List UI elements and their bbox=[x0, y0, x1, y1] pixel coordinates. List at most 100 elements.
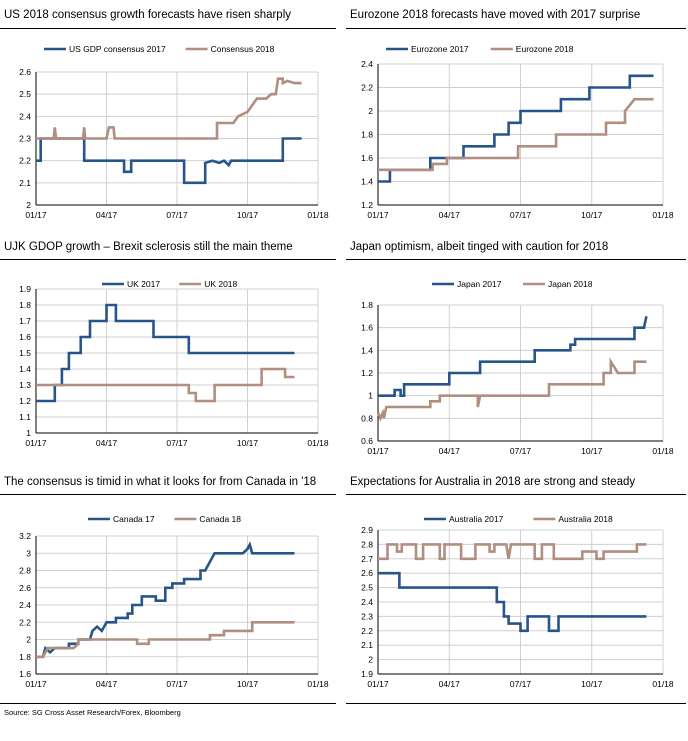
x-tick-label: 10/17 bbox=[237, 679, 259, 689]
x-tick-label: 01/17 bbox=[25, 210, 47, 220]
legend-label: Australia 2018 bbox=[558, 514, 613, 524]
y-tick-label: 0.6 bbox=[361, 436, 373, 446]
series-line bbox=[378, 97, 654, 172]
x-tick-label: 10/17 bbox=[581, 446, 603, 456]
x-tick-label: 07/17 bbox=[166, 210, 188, 220]
x-tick-label: 10/17 bbox=[581, 679, 603, 689]
line-chart: 0.6 0.8 1 1.2 1.4 1.6 1.8 01/17 04/17 07/17 10/17 0… bbox=[361, 279, 674, 456]
chart-title: Eurozone 2018 forecasts have moved with … bbox=[350, 9, 641, 21]
y-tick-label: 1.8 bbox=[19, 300, 31, 310]
chart-title: US 2018 consensus growth forecasts have … bbox=[4, 9, 292, 21]
x-tick-label: 10/17 bbox=[237, 438, 259, 448]
y-tick-label: 1.8 bbox=[361, 130, 373, 140]
bottom-rule-right bbox=[346, 703, 686, 704]
y-tick-label: 2.9 bbox=[361, 525, 373, 535]
series-line bbox=[36, 621, 295, 659]
y-tick-label: 3.2 bbox=[19, 531, 31, 541]
title-rule bbox=[0, 494, 336, 495]
line-chart: 1 1.1 1.2 1.3 1.4 1.5 1.6 1.7 1.8 1.9 01/17 04/17 07… bbox=[19, 279, 329, 448]
line-chart: 1.9 2 2.1 2.2 2.3 2.4 2.5 2.6 2.7 2.8 2.9 01/17 04/1… bbox=[361, 514, 674, 689]
y-tick-label: 2.6 bbox=[361, 568, 373, 578]
y-tick-label: 1.4 bbox=[361, 345, 373, 355]
y-tick-label: 2.7 bbox=[361, 554, 373, 564]
y-tick-label: 2.3 bbox=[361, 611, 373, 621]
x-tick-label: 04/17 bbox=[439, 679, 461, 689]
x-tick-label: 01/17 bbox=[25, 679, 47, 689]
y-tick-label: 2.6 bbox=[19, 583, 31, 593]
series-line bbox=[36, 137, 302, 185]
y-tick-label: 1.5 bbox=[19, 348, 31, 358]
y-tick-label: 1.1 bbox=[19, 412, 31, 422]
series-line bbox=[378, 74, 654, 183]
x-tick-label: 01/17 bbox=[367, 210, 389, 220]
x-tick-label: 01/17 bbox=[25, 438, 47, 448]
y-tick-label: 2.5 bbox=[361, 583, 373, 593]
series-line bbox=[378, 571, 647, 633]
legend-label: UK 2017 bbox=[127, 279, 160, 289]
legend-label: Eurozone 2018 bbox=[516, 44, 574, 54]
x-tick-label: 04/17 bbox=[439, 446, 461, 456]
y-tick-label: 1.2 bbox=[361, 368, 373, 378]
x-tick-label: 04/17 bbox=[96, 679, 118, 689]
y-tick-label: 2.4 bbox=[361, 59, 373, 69]
y-tick-label: 2.4 bbox=[19, 600, 31, 610]
legend-label: Australia 2017 bbox=[449, 514, 504, 524]
y-tick-label: 2.2 bbox=[19, 156, 31, 166]
chart-panel: Japan optimism, albeit tinged with cauti… bbox=[346, 235, 686, 470]
y-tick-label: 1.4 bbox=[19, 364, 31, 374]
series-line bbox=[378, 316, 648, 397]
x-tick-label: 01/18 bbox=[307, 679, 329, 689]
x-tick-label: 04/17 bbox=[96, 438, 118, 448]
y-tick-label: 2 bbox=[368, 655, 373, 665]
chart-title: UJK GDOP growth – Brexit sclerosis still… bbox=[4, 241, 293, 253]
x-tick-label: 01/18 bbox=[652, 210, 674, 220]
legend-label: Eurozone 2017 bbox=[411, 44, 469, 54]
y-tick-label: 2.3 bbox=[19, 134, 31, 144]
y-tick-label: 1.6 bbox=[361, 323, 373, 333]
y-tick-label: 1.8 bbox=[19, 652, 31, 662]
y-tick-label: 2 bbox=[26, 635, 31, 645]
y-tick-label: 2.8 bbox=[361, 539, 373, 549]
x-tick-label: 04/17 bbox=[439, 210, 461, 220]
y-tick-label: 2.8 bbox=[19, 566, 31, 576]
y-tick-label: 1.3 bbox=[19, 380, 31, 390]
y-tick-label: 1.9 bbox=[19, 284, 31, 294]
x-tick-label: 07/17 bbox=[510, 446, 532, 456]
y-tick-label: 3 bbox=[26, 548, 31, 558]
y-tick-label: 2.5 bbox=[19, 89, 31, 99]
title-rule bbox=[346, 28, 686, 29]
x-tick-label: 01/17 bbox=[367, 446, 389, 456]
y-tick-label: 2.1 bbox=[361, 640, 373, 650]
chart-title: The consensus is timid in what it looks … bbox=[4, 476, 317, 488]
bottom-rule bbox=[0, 703, 336, 704]
y-tick-label: 2.4 bbox=[19, 111, 31, 121]
y-tick-label: 2.6 bbox=[19, 67, 31, 77]
chart-panel: The consensus is timid in what it looks … bbox=[0, 470, 336, 705]
line-chart: 1.2 1.4 1.6 1.8 2 2.2 2.4 01/17 04/17 07/17 10/17 0… bbox=[361, 44, 674, 220]
y-tick-label: 2.1 bbox=[19, 178, 31, 188]
x-tick-label: 01/18 bbox=[307, 438, 329, 448]
y-tick-label: 1.9 bbox=[361, 669, 373, 679]
y-tick-label: 1.6 bbox=[19, 332, 31, 342]
y-tick-label: 1.8 bbox=[361, 300, 373, 310]
chart-panel: UJK GDOP growth – Brexit sclerosis still… bbox=[0, 235, 336, 470]
x-tick-label: 04/17 bbox=[96, 210, 118, 220]
chart-title: Expectations for Australia in 2018 are s… bbox=[350, 476, 636, 488]
x-tick-label: 10/17 bbox=[237, 210, 259, 220]
y-tick-label: 1.2 bbox=[361, 200, 373, 210]
y-tick-label: 2.2 bbox=[19, 617, 31, 627]
y-tick-label: 2.2 bbox=[361, 626, 373, 636]
y-tick-label: 1.6 bbox=[19, 669, 31, 679]
title-rule bbox=[346, 259, 686, 260]
x-tick-label: 01/18 bbox=[652, 679, 674, 689]
chart-panel: US 2018 consensus growth forecasts have … bbox=[0, 0, 336, 235]
chart-panel: Expectations for Australia in 2018 are s… bbox=[346, 470, 686, 705]
legend-label: Consensus 2018 bbox=[211, 44, 275, 54]
y-tick-label: 2.2 bbox=[361, 83, 373, 93]
series-line bbox=[36, 367, 295, 403]
chart-title: Japan optimism, albeit tinged with cauti… bbox=[350, 241, 609, 253]
series-line bbox=[36, 303, 295, 403]
legend-label: Japan 2017 bbox=[457, 279, 502, 289]
series-line bbox=[378, 543, 647, 561]
legend-label: US GDP consensus 2017 bbox=[69, 44, 166, 54]
